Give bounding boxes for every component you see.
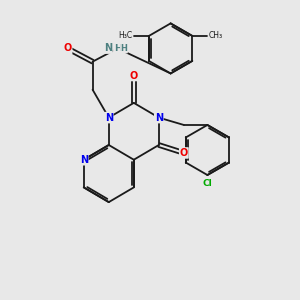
Text: H₃C: H₃C <box>118 32 133 40</box>
Text: N: N <box>105 112 113 123</box>
Text: H: H <box>114 44 122 53</box>
Text: CH₃: CH₃ <box>208 32 223 40</box>
Text: N: N <box>104 44 112 53</box>
Text: N: N <box>155 112 163 123</box>
Text: N: N <box>80 155 88 165</box>
Text: Cl: Cl <box>202 179 212 188</box>
Text: O: O <box>63 44 72 53</box>
Text: H: H <box>121 44 128 53</box>
Text: O: O <box>130 70 138 80</box>
Text: O: O <box>180 148 188 158</box>
